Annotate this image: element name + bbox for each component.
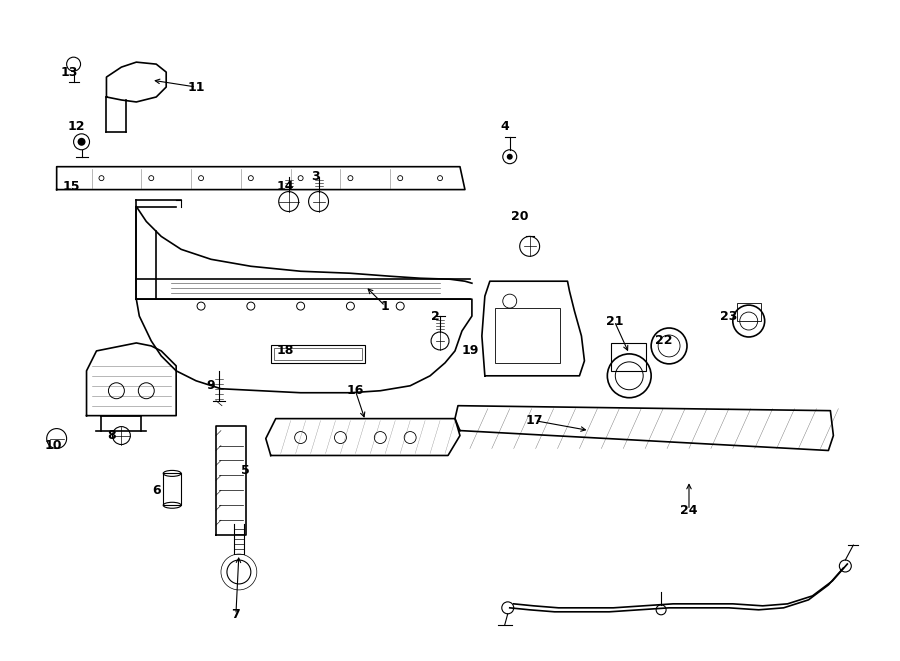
Text: 4: 4 — [500, 120, 509, 134]
Circle shape — [507, 154, 513, 160]
Text: 2: 2 — [431, 309, 439, 323]
Text: 6: 6 — [152, 484, 160, 497]
Text: 20: 20 — [511, 210, 528, 223]
Circle shape — [77, 137, 86, 146]
Bar — [611, 343, 646, 371]
Text: 18: 18 — [277, 344, 294, 358]
Text: 11: 11 — [187, 81, 205, 93]
Text: 9: 9 — [207, 379, 215, 392]
Bar — [274, 348, 363, 360]
Text: 22: 22 — [655, 334, 673, 348]
Text: 8: 8 — [107, 429, 116, 442]
Text: 19: 19 — [461, 344, 479, 358]
Text: 23: 23 — [720, 309, 737, 323]
Text: 10: 10 — [45, 439, 62, 452]
Bar — [271, 345, 365, 363]
Text: 12: 12 — [68, 120, 86, 134]
Text: 13: 13 — [61, 65, 78, 79]
Text: 5: 5 — [241, 464, 250, 477]
Bar — [495, 308, 560, 363]
Text: 17: 17 — [526, 414, 544, 427]
Bar — [737, 303, 760, 321]
Text: 15: 15 — [63, 180, 80, 193]
Text: 7: 7 — [231, 608, 240, 621]
Bar — [163, 473, 181, 505]
Text: 3: 3 — [311, 170, 320, 183]
Text: 16: 16 — [346, 384, 364, 397]
Text: 21: 21 — [606, 315, 623, 328]
Text: 24: 24 — [680, 504, 698, 517]
Text: 1: 1 — [381, 299, 390, 313]
Text: 14: 14 — [277, 180, 294, 193]
